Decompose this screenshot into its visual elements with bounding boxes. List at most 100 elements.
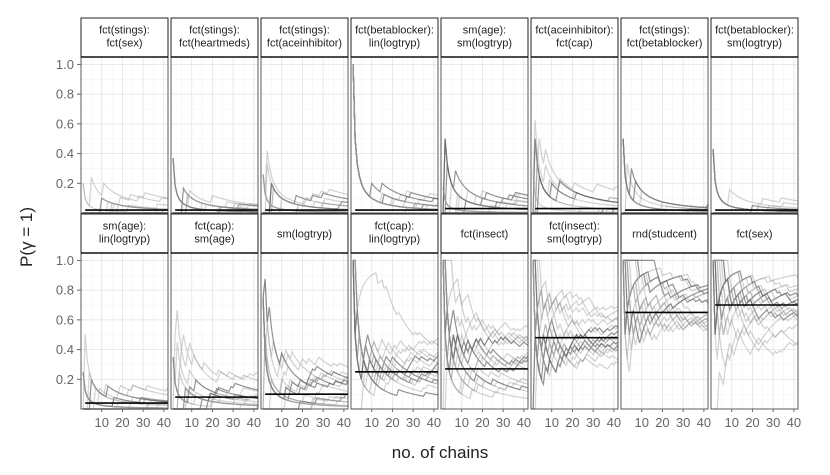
x-tick-label: 20 bbox=[205, 415, 219, 430]
chain-line bbox=[532, 288, 619, 410]
chain-line bbox=[83, 379, 169, 410]
x-tick-label: 40 bbox=[337, 415, 351, 430]
chain-line bbox=[622, 260, 709, 335]
facet-strip-label: lin(logtryp) bbox=[99, 234, 150, 246]
chain-line bbox=[262, 174, 348, 213]
facet-strip-label: fct(insect): bbox=[549, 221, 600, 233]
facet-panel: fct(betablocker):sm(logtryp) bbox=[710, 17, 799, 214]
facet-strip bbox=[440, 213, 529, 254]
chain-line bbox=[532, 260, 619, 370]
chain-line bbox=[173, 386, 259, 410]
y-tick-label: 1.0 bbox=[56, 253, 74, 268]
x-tick-label: 30 bbox=[406, 415, 420, 430]
facet-strip bbox=[350, 17, 439, 58]
chain-line bbox=[442, 187, 528, 213]
chain-line bbox=[82, 334, 169, 410]
chain-line bbox=[713, 309, 799, 410]
chain-line bbox=[262, 334, 349, 410]
facet-strip bbox=[350, 213, 439, 254]
chain-line bbox=[262, 174, 348, 213]
facet-strip-label: sm(logtryp) bbox=[277, 229, 332, 241]
x-tick-label: 10 bbox=[454, 415, 468, 430]
chain-line bbox=[623, 259, 709, 323]
facet-strip-label: fct(aceinhibitor) bbox=[267, 38, 342, 50]
chain-line bbox=[713, 259, 799, 318]
chain-line bbox=[353, 365, 439, 410]
facet-strip-label: sm(age): bbox=[463, 25, 506, 37]
chain-line bbox=[623, 259, 709, 346]
panels-layer: fct(stings):fct(sex)fct(stings):fct(hear… bbox=[80, 17, 799, 410]
x-tick-label: 40 bbox=[697, 415, 711, 430]
facet-panel: fct(insect) bbox=[440, 213, 529, 410]
chain-line bbox=[442, 260, 529, 373]
x-tick-label: 40 bbox=[247, 415, 261, 430]
chain-line bbox=[622, 260, 709, 360]
x-tick-label: 10 bbox=[724, 415, 738, 430]
x-tick-label: 10 bbox=[544, 415, 558, 430]
chain-line bbox=[172, 356, 259, 404]
chain-line bbox=[443, 259, 529, 377]
chain-line bbox=[172, 157, 259, 207]
facet-strip bbox=[530, 213, 619, 254]
x-tick-label: 10 bbox=[184, 415, 198, 430]
facet-strip-label: lin(logtryp) bbox=[369, 234, 420, 246]
facet-strip bbox=[80, 17, 169, 58]
chain-line bbox=[442, 187, 529, 213]
x-tick-label: 10 bbox=[274, 415, 288, 430]
y-axis-title: P(γ = 1) bbox=[17, 207, 36, 267]
y-tick-label: 0.4 bbox=[56, 342, 74, 357]
chain-line bbox=[623, 259, 709, 295]
chain-line bbox=[532, 330, 619, 410]
chain-line bbox=[712, 260, 799, 335]
facet-strip-label: lin(logtryp) bbox=[369, 38, 420, 50]
facet-strip-label: sm(age) bbox=[194, 234, 234, 246]
chain-line bbox=[622, 260, 709, 344]
chain-line bbox=[263, 163, 349, 214]
facet-strip-label: fct(aceinhibitor): bbox=[535, 25, 613, 37]
chain-line bbox=[623, 259, 709, 313]
chain-line bbox=[172, 309, 259, 410]
chain-line bbox=[443, 259, 529, 340]
y-tick-label: 0.2 bbox=[56, 176, 74, 191]
chain-line bbox=[352, 260, 439, 397]
chain-line bbox=[442, 187, 528, 213]
chain-line bbox=[352, 260, 439, 397]
chain-line bbox=[82, 371, 168, 409]
facet-panel: fct(cap):sm(age) bbox=[170, 213, 259, 410]
facet-strip bbox=[80, 213, 169, 254]
facet-strip bbox=[530, 17, 619, 58]
x-tick-label: 30 bbox=[136, 415, 150, 430]
x-tick-label: 30 bbox=[496, 415, 510, 430]
chain-line bbox=[353, 259, 439, 346]
chain-line bbox=[443, 163, 529, 214]
chain-line bbox=[622, 260, 709, 350]
x-tick-label: 40 bbox=[427, 415, 441, 430]
y-tick-label: 0.6 bbox=[56, 312, 74, 327]
facet-strip-label: fct(heartmeds) bbox=[179, 38, 250, 50]
x-tick-label: 40 bbox=[157, 415, 171, 430]
chain-line bbox=[712, 260, 799, 360]
chain-line bbox=[623, 163, 709, 214]
facet-strip-label: sm(logtryp) bbox=[727, 38, 782, 50]
chain-line bbox=[82, 177, 169, 208]
facet-panel: fct(stings):fct(aceinhibitor) bbox=[260, 17, 349, 214]
x-tick-label: 20 bbox=[295, 415, 309, 430]
chain-line bbox=[712, 260, 799, 335]
facet-strip bbox=[710, 17, 799, 58]
chain-line bbox=[442, 260, 529, 373]
facet-strip-label: fct(stings): bbox=[279, 25, 330, 37]
facet-strip-label: fct(stings): bbox=[189, 25, 240, 37]
chain-line bbox=[532, 260, 619, 335]
facet-strip-label: fct(betablocker) bbox=[627, 38, 703, 50]
chain-line bbox=[533, 259, 619, 323]
y-tick-label: 0.8 bbox=[56, 283, 74, 298]
facet-strip-label: fct(sex) bbox=[736, 229, 772, 241]
x-tick-label: 40 bbox=[517, 415, 531, 430]
x-tick-label: 20 bbox=[115, 415, 129, 430]
chain-line bbox=[622, 260, 709, 335]
chain-line bbox=[173, 334, 259, 410]
facet-strip bbox=[620, 213, 709, 254]
facet-strip-label: fct(insect) bbox=[461, 229, 509, 241]
chain-line bbox=[622, 260, 709, 373]
